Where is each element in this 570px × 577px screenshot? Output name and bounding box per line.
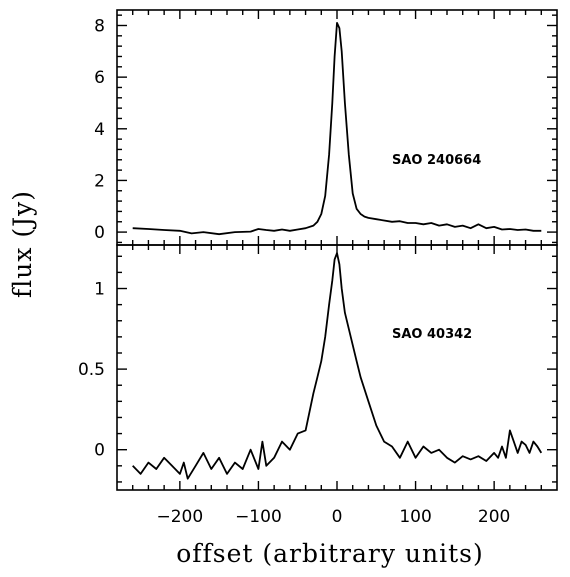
x-axis-title: offset (arbitrary units)	[176, 539, 484, 568]
x-tick-label: 200	[478, 507, 510, 527]
series-line-panel-1-0	[132, 252, 543, 480]
spectral-curves	[132, 22, 543, 480]
panel-label-top: SAO 240664	[392, 153, 481, 168]
y-tick-label: 4	[94, 120, 105, 140]
y-axis-title: flux (Jy)	[8, 190, 37, 298]
series-line-panel-0-0	[132, 22, 542, 236]
axis-ticks	[117, 10, 557, 490]
y-tick-label: 0	[94, 441, 105, 461]
y-tick-label: 6	[94, 68, 105, 88]
y-tick-label: 2	[94, 171, 105, 191]
y-tick-label: 0	[94, 223, 105, 243]
y-tick-label: 8	[94, 16, 105, 36]
panel-label-bottom: SAO 40342	[392, 327, 472, 342]
x-tick-label: 0	[332, 507, 343, 527]
tick-labels: 0 2 4 6 8 0 0.5 1 −200 −100 0 100 200	[78, 16, 510, 527]
x-tick-label: −100	[235, 507, 282, 527]
panel-frame-1	[116, 244, 558, 491]
x-tick-label: 100	[399, 507, 431, 527]
panel-frame-0	[116, 9, 558, 246]
y-tick-label: 1	[94, 280, 105, 300]
x-tick-label: −200	[157, 507, 204, 527]
y-tick-label: 0.5	[78, 360, 105, 380]
